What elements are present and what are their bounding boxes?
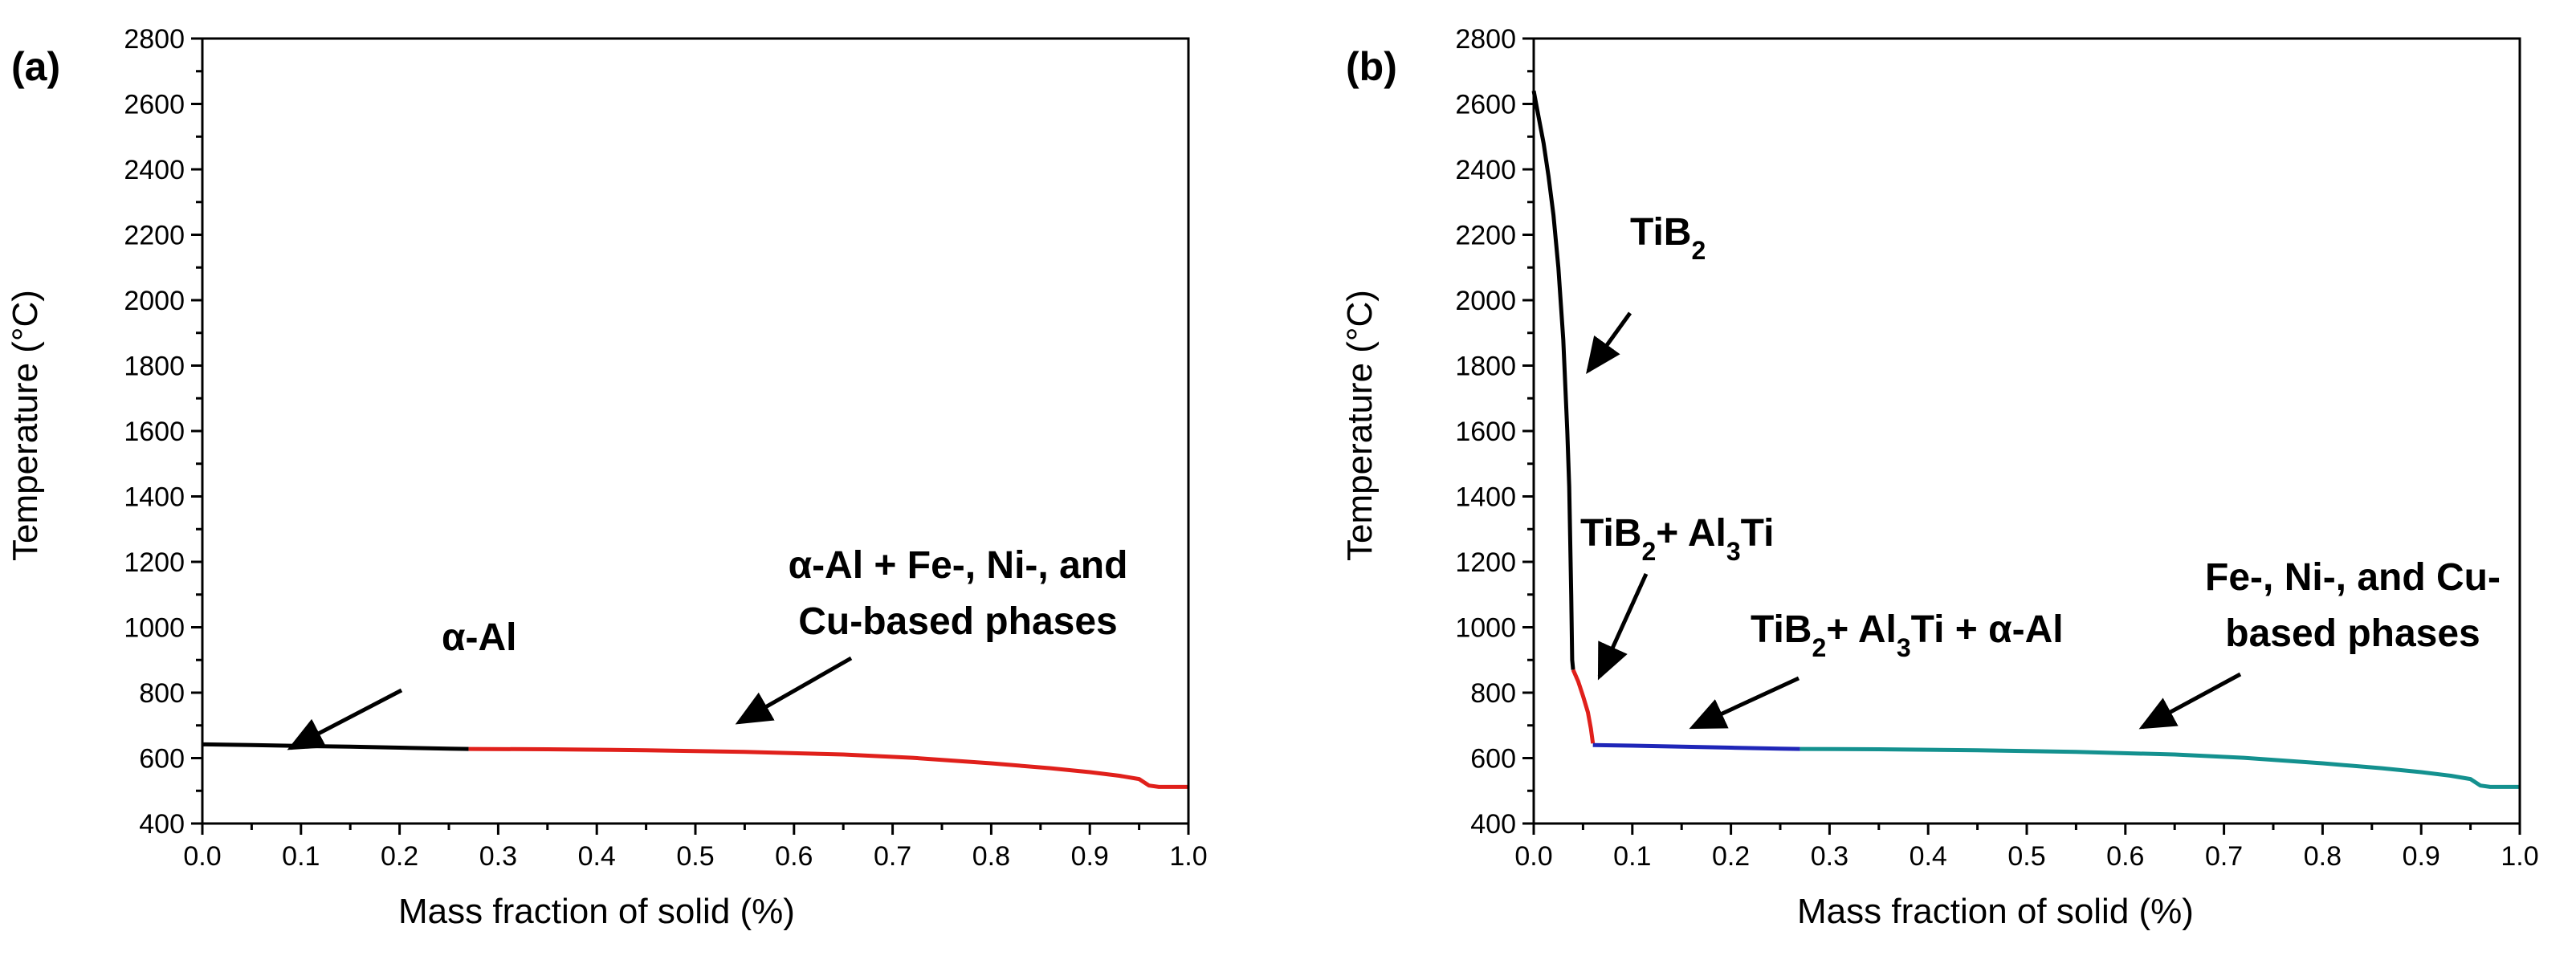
y-tick-label-a: 2400 — [124, 155, 185, 185]
y-tick-label-b: 1200 — [1455, 547, 1516, 578]
annotation-arrow-tib2-al3ti-alpha-al — [1689, 676, 1800, 730]
y-tick-label-b: 2800 — [1455, 24, 1516, 55]
y-tick-label-b: 1600 — [1455, 417, 1516, 447]
annotation-tib2-al3ti-alpha-al-text3: Ti + α-Al — [1911, 608, 2064, 651]
annotation-arrow-alpha-al-fe-ni-cu — [735, 656, 853, 725]
x-tick-label-a: 0.8 — [972, 841, 1010, 872]
x-tick-label-a: 0.4 — [578, 841, 616, 872]
annotation-tib2-al3ti-text3: Ti — [1741, 512, 1775, 555]
x-tick-label-b: 0.1 — [1613, 841, 1651, 872]
annotation-tib2-al3ti: TiB2+ Al3Ti — [1580, 512, 1774, 566]
y-tick-label-b: 1000 — [1455, 613, 1516, 644]
x-tick-label-a: 0.1 — [282, 841, 320, 872]
x-tick-label-b: 0.0 — [1514, 841, 1552, 872]
x-tick-label-b: 1.0 — [2501, 841, 2538, 872]
annotation-arrow-alpha-al — [287, 688, 403, 750]
y-tick-label-a: 2200 — [124, 221, 185, 251]
series-line-b-1 — [1571, 669, 1596, 744]
x-tick-label-b: 0.4 — [1910, 841, 1947, 872]
annotation-fe-ni-cu-line1: Fe-, Ni-, and Cu- — [2205, 556, 2501, 599]
y-tick-label-a: 2600 — [124, 90, 185, 120]
x-tick-label-b: 0.6 — [2106, 841, 2144, 872]
x-tick-label-a: 0.7 — [874, 841, 911, 872]
y-tick-label-a: 1600 — [124, 417, 185, 447]
y-tick-label-b: 600 — [1470, 744, 1516, 775]
x-tick-label-a: 0.9 — [1071, 841, 1109, 872]
annotation-tib2-al3ti-alpha-al-sub2: 3 — [1897, 633, 1911, 662]
annotation-tib2-al3ti-alpha-al-text: TiB — [1751, 608, 1812, 651]
annotation-fe-ni-cu-line2: based phases — [2225, 612, 2480, 655]
y-tick-label-b: 800 — [1470, 678, 1516, 709]
x-tick-label-a: 0.5 — [676, 841, 714, 872]
y-tick-label-a: 1400 — [124, 482, 185, 513]
plot-frame-b — [1532, 37, 2521, 825]
series-line-a-0 — [202, 742, 469, 751]
annotation-alpha-al-fe-ni-cu-line2: Cu-based phases — [798, 600, 1117, 643]
annotation-arrow-tib2 — [1586, 311, 1632, 375]
ticks-b: 0.0 0.1 0.2 0.3 0.4 0.5 0.6 0.7 0.8 0.9 1.0 400 600 8… — [1455, 24, 2538, 872]
annotation-tib2-al3ti-sub: 2 — [1641, 537, 1656, 566]
ticks-a: 0.0 0.1 0.2 0.3 0.4 0.5 0.6 0.7 0.8 0.9 1.0 400 600 8… — [124, 24, 1207, 872]
x-tick-label-a: 0.3 — [479, 841, 517, 872]
y-tick-label-b: 400 — [1470, 809, 1516, 840]
y-tick-label-a: 400 — [139, 809, 185, 840]
x-tick-label-a: 1.0 — [1169, 841, 1207, 872]
series-group-b — [1531, 90, 2520, 789]
annotation-arrow-fe-ni-cu — [2138, 672, 2242, 730]
annotation-tib2-al3ti-alpha-al-text2: + Al — [1826, 608, 1897, 651]
x-tick-label-a: 0.6 — [775, 841, 813, 872]
y-tick-label-a: 2000 — [124, 286, 185, 316]
x-tick-label-a: 0.2 — [381, 841, 418, 872]
series-group-a — [202, 742, 1188, 789]
panel-label-a: (a) — [11, 44, 60, 89]
x-tick-label-a: 0.0 — [183, 841, 221, 872]
annotation-alpha-al-fe-ni-cu-line1: α-Al + Fe-, Ni-, and — [789, 544, 1128, 587]
x-axis-title-a: Mass fraction of solid (%) — [398, 892, 795, 931]
y-tick-label-b: 2600 — [1455, 90, 1516, 120]
y-tick-label-b: 2000 — [1455, 286, 1516, 316]
series-line-a-1 — [468, 746, 1188, 789]
x-tick-label-b: 0.2 — [1712, 841, 1750, 872]
y-tick-label-a: 1800 — [124, 352, 185, 382]
y-tick-label-a: 600 — [139, 744, 185, 775]
y-tick-label-a: 800 — [139, 678, 185, 709]
annotation-tib2-al3ti-sub2: 3 — [1726, 537, 1741, 566]
y-tick-label-a: 1000 — [124, 613, 185, 644]
chart-panel-b: (b) Temperature (°C) Mass fraction of so… — [1340, 24, 2539, 931]
y-tick-label-b: 1400 — [1455, 482, 1516, 513]
y-axis-title-b: Temperature (°C) — [1340, 290, 1380, 561]
annotation-tib2-al3ti-text: TiB — [1580, 512, 1641, 555]
y-tick-label-b: 2200 — [1455, 221, 1516, 251]
plot-frame-a — [201, 37, 1190, 825]
annotation-tib2: TiB2 — [1630, 211, 1706, 265]
annotation-alpha-al: α-Al — [442, 616, 517, 659]
chart-panel-a: (a) Temperature (°C) Mass fraction of so… — [6, 24, 1208, 931]
y-tick-label-b: 1800 — [1455, 352, 1516, 382]
series-line-b-2 — [1592, 742, 1800, 751]
x-tick-label-b: 0.9 — [2403, 841, 2440, 872]
annotation-tib2-al3ti-alpha-al-sub: 2 — [1812, 633, 1826, 662]
x-tick-label-b: 0.5 — [2007, 841, 2045, 872]
x-axis-title-b: Mass fraction of solid (%) — [1797, 892, 2194, 931]
series-line-b-0 — [1531, 90, 1575, 670]
y-axis-title-a: Temperature (°C) — [6, 290, 45, 561]
y-tick-label-a: 2800 — [124, 24, 185, 55]
y-tick-label-a: 1200 — [124, 547, 185, 578]
x-tick-label-b: 0.7 — [2205, 841, 2243, 872]
x-tick-label-b: 0.8 — [2304, 841, 2342, 872]
annotation-tib2-sub: 2 — [1691, 236, 1706, 265]
y-tick-label-b: 2400 — [1455, 155, 1516, 185]
annotation-tib2-al3ti-alpha-al: TiB2+ Al3Ti + α-Al — [1751, 608, 2064, 662]
x-tick-label-b: 0.3 — [1811, 841, 1848, 872]
series-line-b-3 — [1800, 746, 2520, 789]
annotation-arrow-tib2-al3ti — [1597, 572, 1649, 681]
annotation-tib2-al3ti-text2: + Al — [1656, 512, 1726, 555]
panel-label-b: (b) — [1346, 44, 1397, 89]
annotation-tib2-text: TiB — [1630, 211, 1691, 254]
